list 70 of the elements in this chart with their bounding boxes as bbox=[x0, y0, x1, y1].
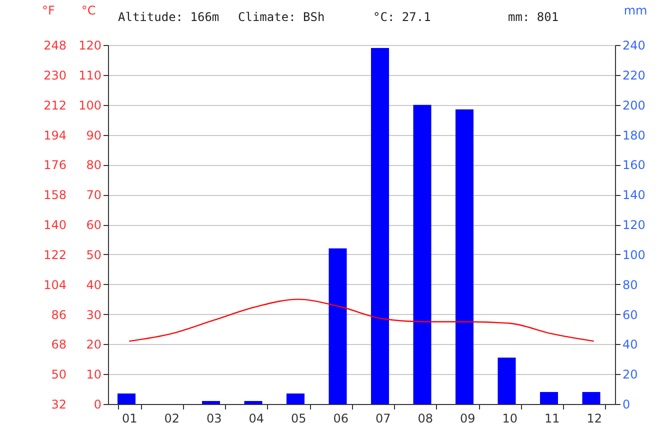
y2-tick-label: 240 bbox=[622, 38, 646, 52]
y3-tick-label: 158 bbox=[44, 188, 66, 202]
x-tick-label: 12 bbox=[586, 412, 602, 425]
y2-tick-label: 180 bbox=[622, 128, 646, 142]
x-tick-label: 04 bbox=[248, 412, 264, 425]
y3-tick-label: 230 bbox=[44, 68, 66, 82]
line-series bbox=[128, 298, 594, 342]
y3-tick-label: 32 bbox=[51, 398, 66, 412]
y-tick-label: 110 bbox=[78, 68, 102, 82]
y3-axis-title: °F bbox=[42, 4, 56, 18]
y2-tick-label: 40 bbox=[622, 338, 638, 352]
y3-tick-label: 86 bbox=[51, 308, 66, 322]
y-tick-label: 50 bbox=[86, 248, 102, 262]
y2-tick-label: 140 bbox=[622, 188, 646, 202]
x-tick-label: 07 bbox=[375, 412, 391, 425]
y2-tick-label: 100 bbox=[622, 248, 646, 262]
text: mm: 801 bbox=[508, 10, 559, 24]
y3-tick-label: 50 bbox=[51, 368, 66, 382]
y3-tick-label: 68 bbox=[51, 338, 66, 352]
y3-tick-label: 176 bbox=[44, 158, 66, 172]
bar bbox=[498, 358, 516, 404]
y2-tick-label: 0 bbox=[622, 398, 630, 412]
y2-tick-label: 60 bbox=[622, 308, 638, 322]
y3-tick-label: 104 bbox=[44, 278, 66, 292]
text: °C: 27.1 bbox=[373, 10, 431, 24]
y-tick-label: 70 bbox=[86, 188, 102, 202]
x-tick-label: 06 bbox=[333, 412, 349, 425]
y3-tick-label: 212 bbox=[44, 98, 66, 112]
y3-tick-label: 122 bbox=[44, 248, 66, 262]
bar bbox=[582, 392, 600, 404]
bar bbox=[202, 401, 220, 404]
bar bbox=[244, 401, 262, 404]
y3-tick-label: 248 bbox=[44, 38, 66, 52]
y-tick-label: 10 bbox=[86, 368, 102, 382]
y3-tick-label: 140 bbox=[44, 218, 66, 232]
y-tick-label: 80 bbox=[86, 158, 102, 172]
x-tick-label: 02 bbox=[164, 412, 180, 425]
bar bbox=[118, 394, 136, 404]
bar bbox=[540, 392, 558, 404]
text: Climate: BSh bbox=[238, 10, 325, 24]
bar bbox=[328, 248, 347, 404]
x-tick-label: 10 bbox=[502, 412, 518, 425]
y-tick-label: 100 bbox=[78, 98, 102, 112]
y-axis-title: °C bbox=[81, 4, 96, 18]
bar bbox=[413, 104, 432, 404]
y-tick-label: 0 bbox=[94, 398, 102, 412]
bar bbox=[456, 109, 474, 404]
y-tick-label: 60 bbox=[86, 218, 102, 232]
y2-tick-label: 80 bbox=[622, 278, 638, 292]
y2-tick-label: 120 bbox=[622, 218, 646, 232]
y2-tick-label: 200 bbox=[622, 98, 646, 112]
y-tick-label: 30 bbox=[86, 308, 102, 322]
y-tick-label: 120 bbox=[78, 38, 102, 52]
y2-tick-label: 20 bbox=[622, 368, 638, 382]
y-tick-label: 20 bbox=[86, 338, 102, 352]
y2-axis-title: mm bbox=[624, 4, 648, 18]
y-tick-label: 40 bbox=[86, 278, 102, 292]
x-tick-label: 05 bbox=[290, 412, 306, 425]
x-tick-label: 08 bbox=[418, 412, 434, 425]
text: Altitude: 166m bbox=[118, 10, 220, 24]
y2-tick-label: 220 bbox=[622, 68, 646, 82]
y-tick-label: 90 bbox=[86, 128, 102, 142]
x-tick-label: 09 bbox=[460, 412, 476, 425]
x-tick-label: 03 bbox=[206, 412, 222, 425]
x-tick-label: 11 bbox=[544, 412, 560, 425]
bar bbox=[371, 48, 390, 404]
bar bbox=[286, 394, 305, 404]
y2-tick-label: 160 bbox=[622, 158, 646, 172]
y3-tick-label: 194 bbox=[44, 128, 66, 142]
x-tick-label: 01 bbox=[122, 412, 138, 425]
